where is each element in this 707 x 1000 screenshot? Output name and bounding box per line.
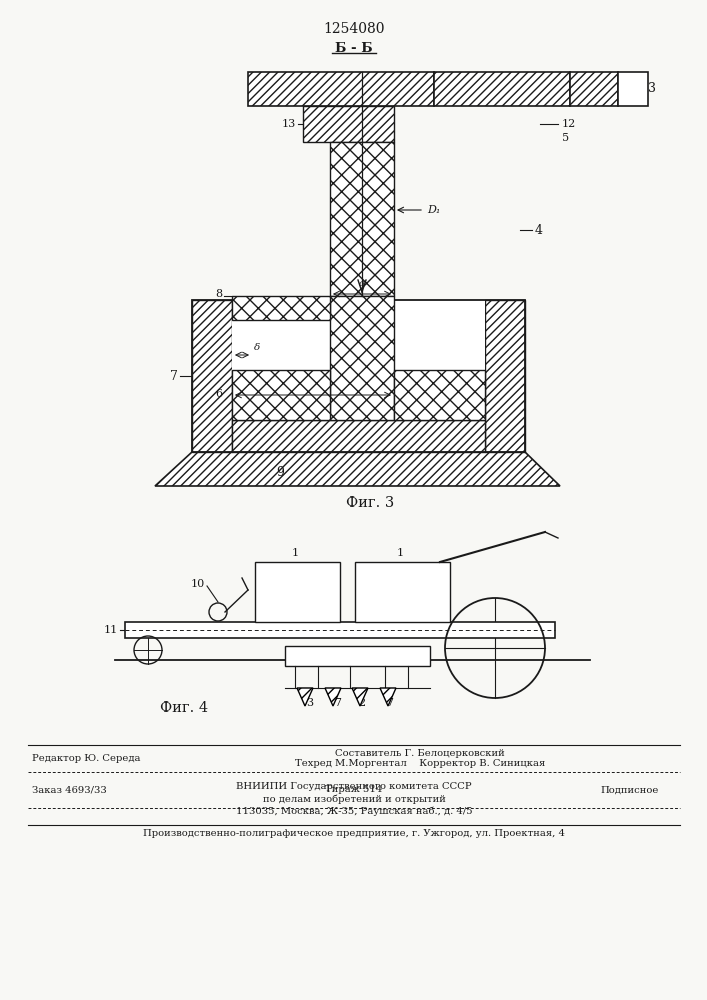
Bar [255,562,340,622]
Text: 9: 9 [276,466,284,480]
Text: Б - Б: Б - Б [335,41,373,54]
Polygon shape [394,370,485,420]
Polygon shape [248,72,434,106]
Bar [232,300,485,420]
Polygon shape [232,370,330,420]
Text: 5: 5 [562,133,569,143]
Polygon shape [434,72,570,106]
Polygon shape [232,296,330,320]
Bar [192,300,525,452]
Text: Подписное: Подписное [601,786,659,794]
Polygon shape [192,300,232,452]
Text: 2: 2 [358,698,366,708]
Text: 6: 6 [215,389,222,399]
Polygon shape [485,300,525,452]
Polygon shape [380,688,396,706]
Text: 7: 7 [334,698,341,708]
Text: 113035, Москва, Ж-35, Раушская наб., д. 4/5: 113035, Москва, Ж-35, Раушская наб., д. … [235,806,472,816]
Text: 10: 10 [191,579,205,589]
Polygon shape [232,420,485,452]
Text: b: b [315,382,321,391]
Text: a: a [359,279,365,288]
Polygon shape [352,688,368,706]
Text: 1: 1 [291,548,298,558]
Text: Составитель Г. Белоцерковский: Составитель Г. Белоцерковский [335,748,505,758]
Text: 7: 7 [170,369,178,382]
Text: Тираж 514: Тираж 514 [325,786,382,794]
Polygon shape [570,72,618,106]
Text: Фиг. 3: Фиг. 3 [346,496,394,510]
Bar [618,72,648,106]
Text: 1254080: 1254080 [323,22,385,36]
Bar [355,562,450,622]
Text: 8: 8 [215,289,222,299]
Polygon shape [330,296,394,420]
Text: 13: 13 [282,119,296,129]
Text: Заказ 4693/33: Заказ 4693/33 [32,786,107,794]
Bar [125,622,555,638]
Text: 3: 3 [306,698,314,708]
Text: 12: 12 [562,119,576,129]
Text: Техред М.Моргентал    Корректор В. Синицкая: Техред М.Моргентал Корректор В. Синицкая [295,760,545,768]
Text: 7: 7 [387,698,394,708]
Polygon shape [325,688,341,706]
Polygon shape [303,106,394,142]
Text: Редактор Ю. Середа: Редактор Ю. Середа [32,754,141,763]
Text: 1: 1 [397,548,404,558]
Text: 3: 3 [648,82,656,95]
Text: 4: 4 [535,224,543,236]
Text: Производственно-полиграфическое предприятие, г. Ужгород, ул. Проектная, 4: Производственно-полиграфическое предприя… [143,828,565,838]
Bar [285,646,430,666]
Polygon shape [155,452,560,486]
Text: по делам изобретений и открытий: по делам изобретений и открытий [262,794,445,804]
Text: δ: δ [254,343,260,352]
Text: Фиг. 4: Фиг. 4 [160,701,208,715]
Text: 11: 11 [104,625,118,635]
Polygon shape [297,688,313,706]
Polygon shape [330,142,394,296]
Text: ВНИИПИ Государственного комитета СССР: ВНИИПИ Государственного комитета СССР [236,782,472,791]
Text: D₁: D₁ [427,205,440,215]
